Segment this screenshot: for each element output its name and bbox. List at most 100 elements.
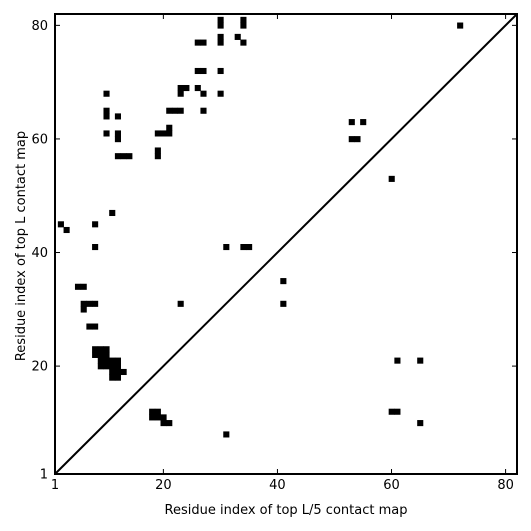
contact-cell xyxy=(194,39,201,46)
contact-cell xyxy=(97,363,104,370)
contact-cell xyxy=(223,244,230,251)
contact-cell xyxy=(114,113,121,120)
contact-cell xyxy=(103,113,110,120)
contact-cell xyxy=(200,67,207,75)
y-tick-label: 60 xyxy=(31,132,48,147)
contact-cell xyxy=(103,351,110,358)
y-tick-label: 20 xyxy=(31,360,48,375)
contact-cell xyxy=(114,357,121,364)
contact-cells xyxy=(57,16,464,438)
y-tick-label: 40 xyxy=(31,246,48,261)
contact-cell xyxy=(149,408,156,415)
contact-cell xyxy=(417,357,424,364)
contact-cell xyxy=(217,33,224,40)
contact-cell xyxy=(109,368,116,376)
contact-cell xyxy=(194,67,201,75)
contact-cell xyxy=(217,90,224,97)
contact-cell xyxy=(417,420,424,427)
x-tick-label: 80 xyxy=(497,478,514,493)
contact-cell xyxy=(348,136,355,143)
contact-cell xyxy=(92,244,99,251)
contact-cell xyxy=(92,351,99,358)
contact-cell xyxy=(57,221,64,228)
contact-cell xyxy=(171,107,179,114)
contact-cell xyxy=(360,119,367,126)
contact-cell xyxy=(74,283,82,290)
contact-cell xyxy=(154,408,161,415)
contact-cell xyxy=(103,90,110,97)
contact-cell xyxy=(280,300,287,307)
contact-cell xyxy=(166,130,173,137)
contact-cell xyxy=(240,16,247,23)
contact-cell xyxy=(92,221,99,228)
contact-cell xyxy=(114,153,121,160)
contact-cell xyxy=(200,90,207,97)
contact-cell xyxy=(240,22,247,29)
contact-cell xyxy=(160,130,167,137)
x-tick-label: 20 xyxy=(155,478,172,493)
contact-cell xyxy=(160,414,167,421)
contact-cell xyxy=(240,244,247,251)
contact-cell xyxy=(114,368,121,376)
x-tick-label: 1 xyxy=(51,478,59,493)
contact-cell xyxy=(223,431,230,438)
contact-cell xyxy=(388,408,395,415)
contact-cell xyxy=(103,130,110,137)
contact-cell xyxy=(348,119,355,126)
contact-cell xyxy=(217,22,224,29)
contact-cell xyxy=(126,153,133,160)
contact-cell xyxy=(103,357,110,364)
contact-cell xyxy=(154,414,161,421)
contact-cell xyxy=(114,130,121,137)
contact-cell xyxy=(92,323,99,330)
contact-cell xyxy=(109,209,116,217)
contact-cell xyxy=(120,153,127,160)
contact-cell xyxy=(97,346,104,353)
contact-cell xyxy=(103,107,110,114)
y-tick-label: 80 xyxy=(31,19,48,34)
contact-cell xyxy=(217,16,224,23)
axis-ticks: 1 20 40 60 80 1 20 40 60 80 xyxy=(31,14,517,493)
contact-cell xyxy=(92,300,99,307)
contact-cell xyxy=(177,90,184,97)
contact-cell xyxy=(457,22,464,29)
contact-cell xyxy=(177,300,184,307)
x-tick-label: 60 xyxy=(383,478,400,493)
contact-cell xyxy=(86,300,93,307)
contact-cell xyxy=(354,136,361,143)
contact-cell xyxy=(166,420,173,427)
contact-cell xyxy=(114,363,121,370)
contact-cell xyxy=(166,124,173,131)
contact-cell xyxy=(154,130,161,137)
contact-cell xyxy=(177,84,184,92)
contact-cell xyxy=(194,84,201,92)
contact-cell xyxy=(160,420,167,427)
contact-cell xyxy=(103,346,110,353)
contact-cell xyxy=(109,357,116,364)
contact-cell xyxy=(240,39,247,46)
contact-cell xyxy=(217,39,224,46)
contact-cell xyxy=(177,107,184,114)
contact-cell xyxy=(97,351,104,358)
contact-cell xyxy=(97,357,104,364)
contact-cell xyxy=(114,136,121,143)
contact-cell xyxy=(166,107,173,114)
contact-cell xyxy=(234,33,241,40)
contact-cell xyxy=(217,67,224,75)
contact-cell xyxy=(109,363,116,370)
plot-frame xyxy=(54,13,518,475)
contact-cell xyxy=(280,278,287,285)
contact-cell xyxy=(394,408,401,415)
contact-cell xyxy=(388,175,395,182)
contact-cell xyxy=(80,300,87,307)
contact-cell xyxy=(183,84,190,92)
contact-cell xyxy=(154,147,161,154)
contact-cell xyxy=(80,283,87,290)
contact-cell xyxy=(246,244,253,251)
contact-cell xyxy=(114,374,121,381)
contact-cell xyxy=(154,153,161,160)
contact-cell xyxy=(200,107,207,114)
contact-cell xyxy=(394,357,401,364)
x-axis-label: Residue index of top L/5 contact map xyxy=(165,503,408,518)
